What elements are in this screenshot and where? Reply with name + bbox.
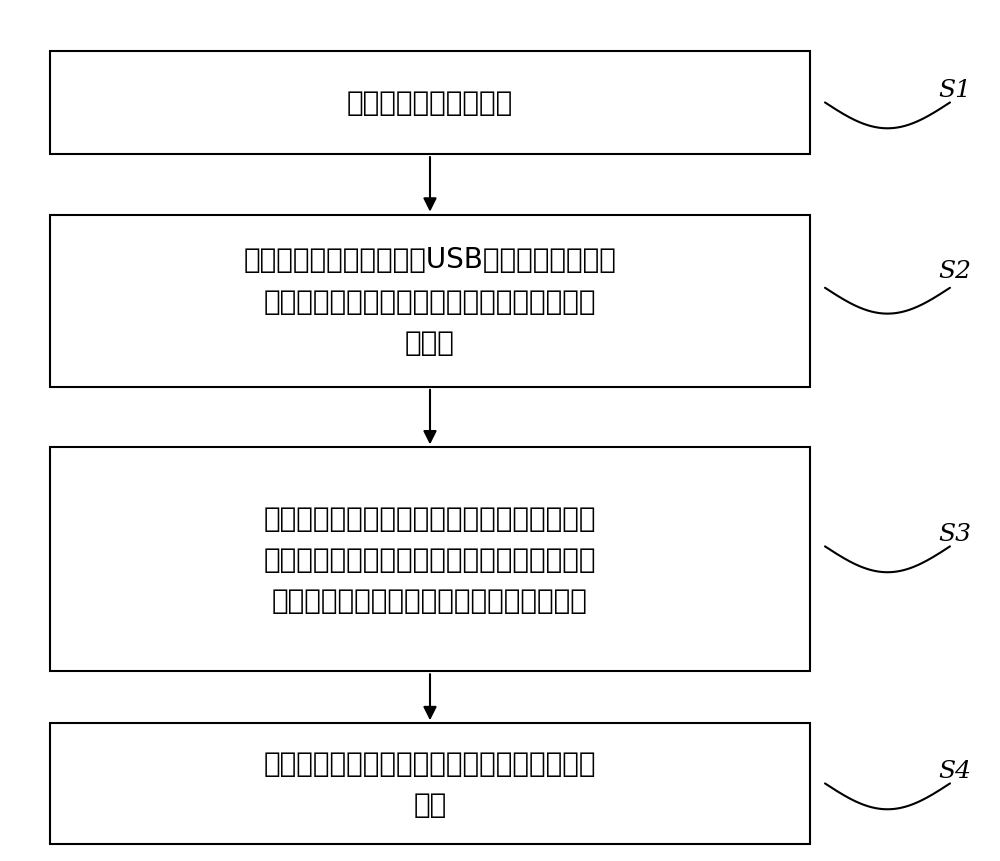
Text: S3: S3 (938, 523, 972, 545)
Text: 当检测到所述充电盒通过USB插入第三方设备时
，对所述充电盒与所述无线耳机建立低延迟蓝
牙连接: 当检测到所述充电盒通过USB插入第三方设备时 ，对所述充电盒与所述无线耳机建立低… (244, 246, 616, 356)
Bar (50, 52, 810, 155)
Text: 检测充电盒的整体状态: 检测充电盒的整体状态 (347, 90, 513, 117)
Text: S4: S4 (938, 759, 972, 782)
Text: S2: S2 (938, 260, 972, 282)
Bar (50, 723, 810, 844)
Text: 在所述低延迟蓝牙连接成功时，所述充电盒接
收所述第三方设备发送的音频，并将音频编码
成低延迟编码格式后，发送给所述无线耳机: 在所述低延迟蓝牙连接成功时，所述充电盒接 收所述第三方设备发送的音频，并将音频编… (264, 505, 596, 615)
Bar (50, 215, 810, 387)
Text: S1: S1 (938, 79, 972, 102)
Text: 所述无线耳机将所述编码后的音频进行解码并
播放: 所述无线耳机将所述编码后的音频进行解码并 播放 (264, 749, 596, 818)
Bar (50, 448, 810, 672)
